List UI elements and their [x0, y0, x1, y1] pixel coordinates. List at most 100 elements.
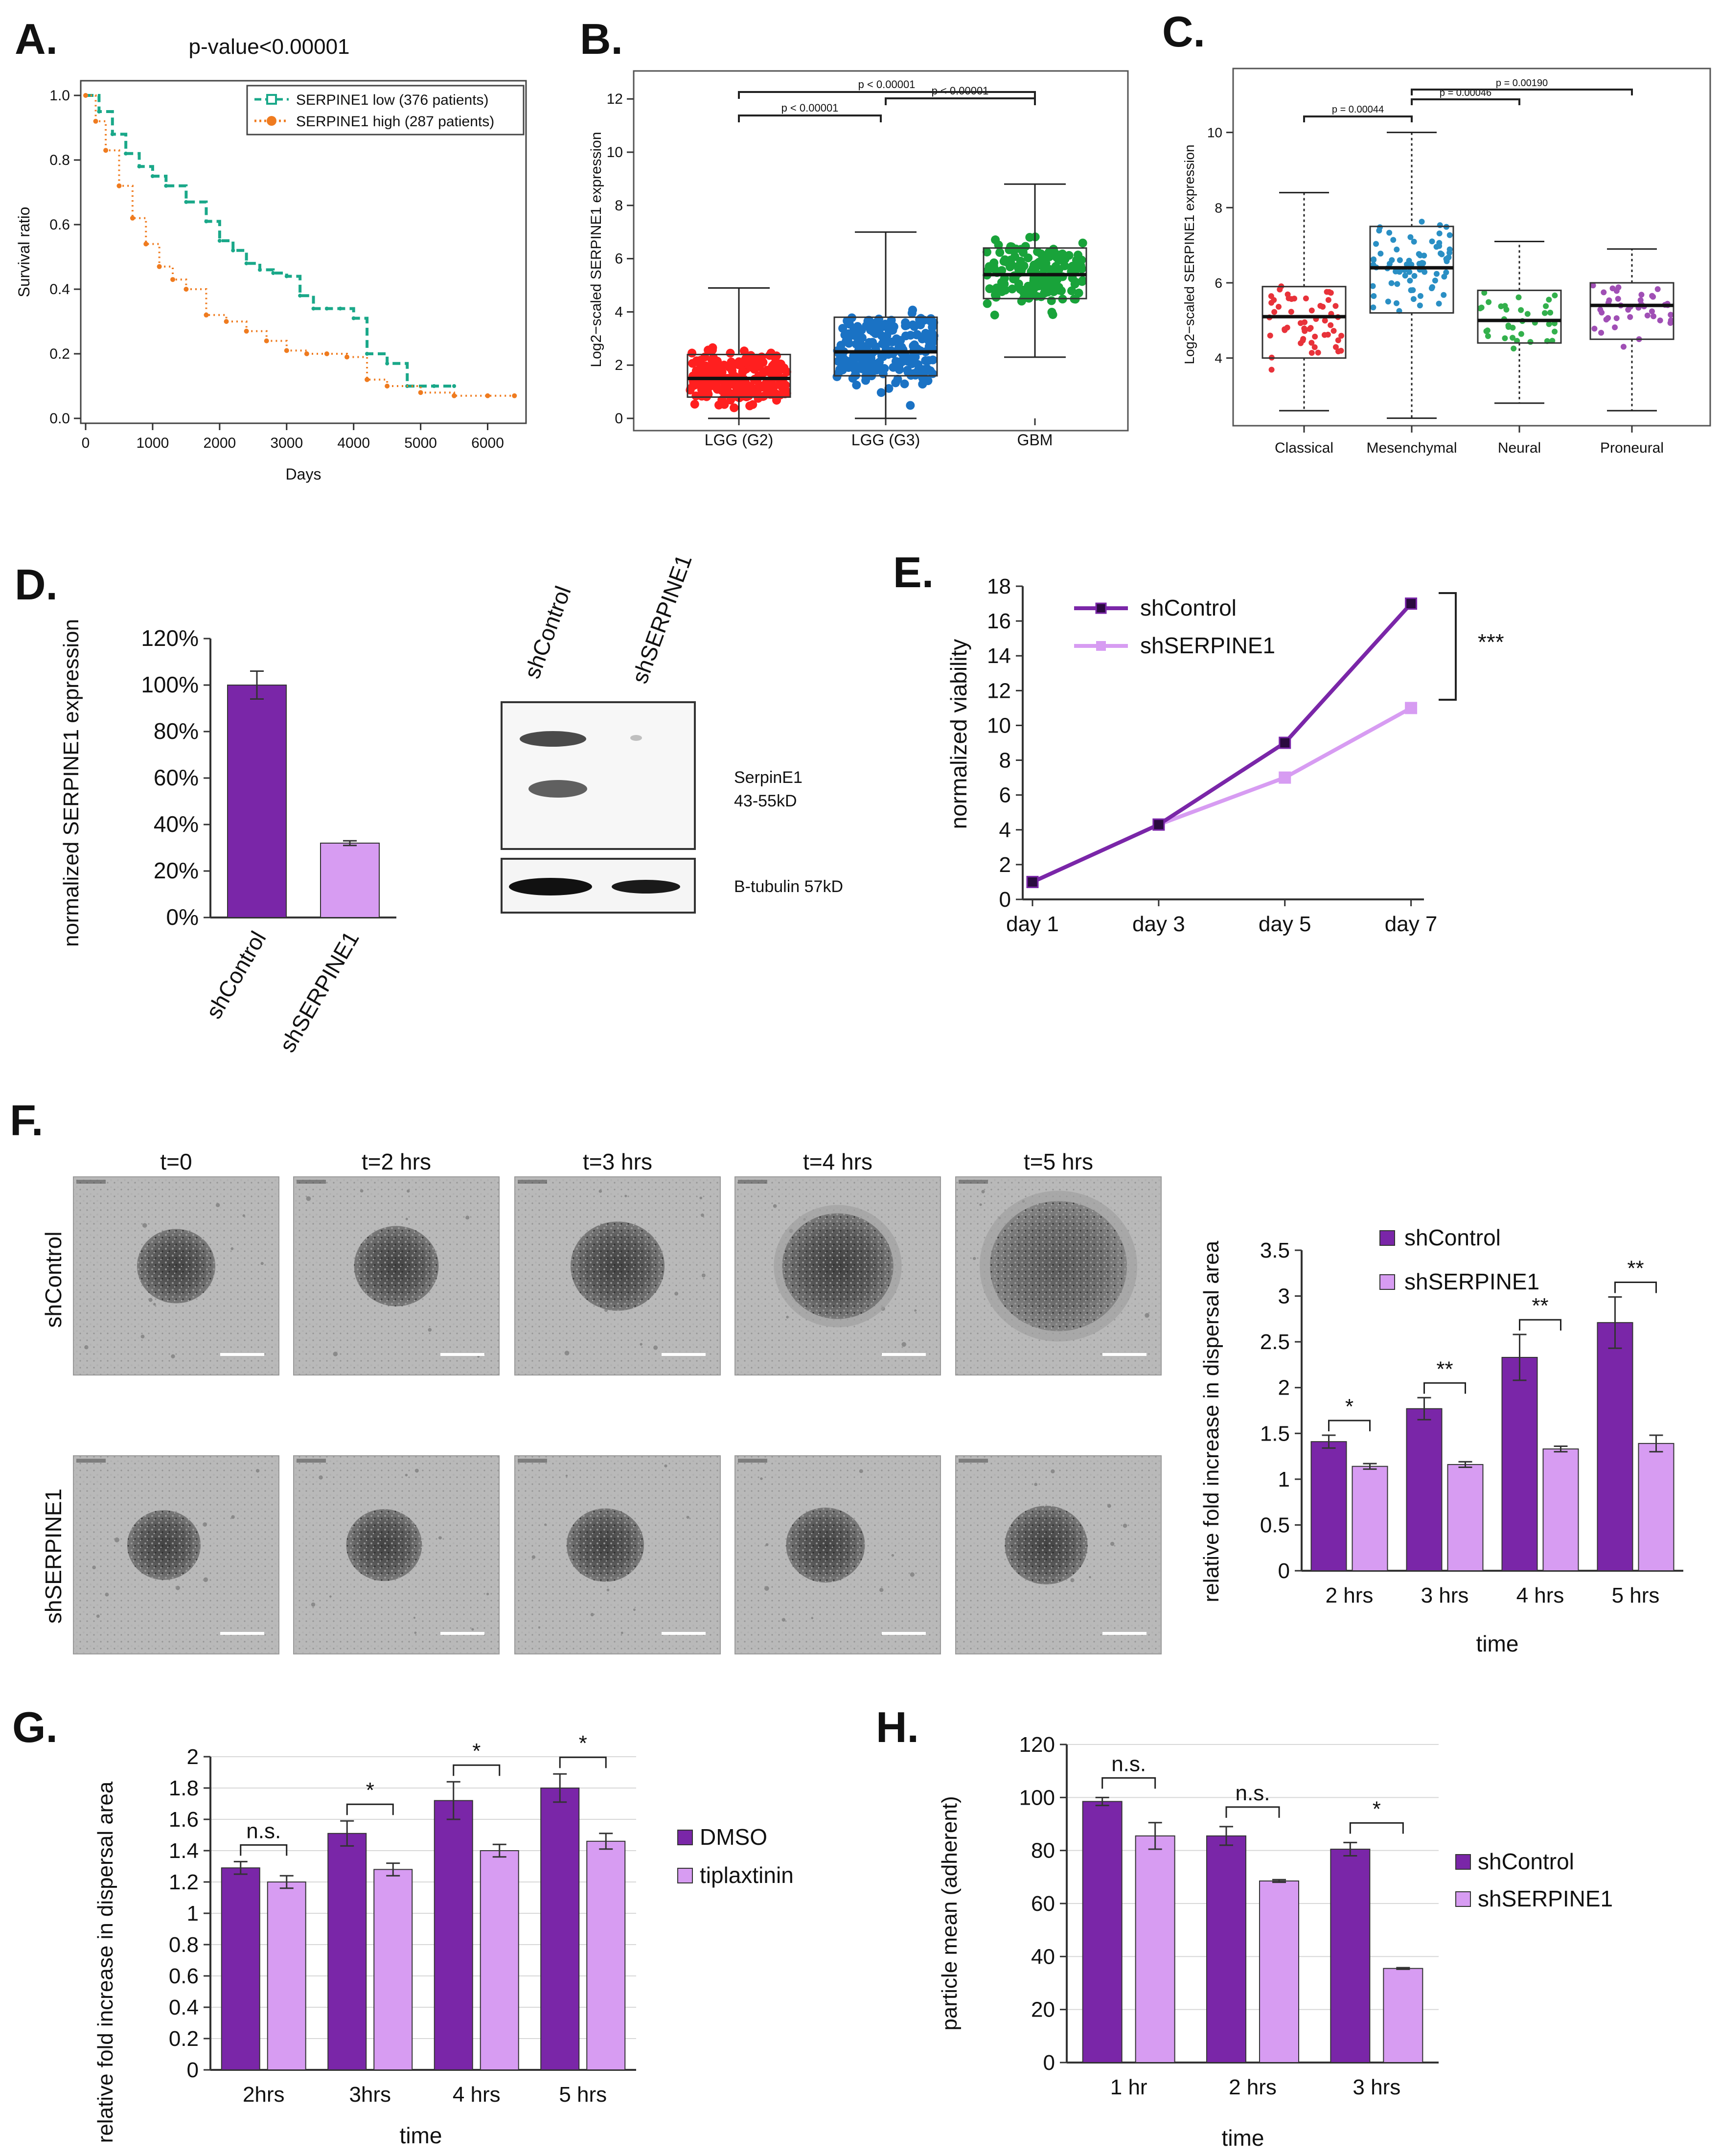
chart-c-point [1657, 317, 1663, 323]
chart-h-bar [1259, 1880, 1299, 2063]
chart-f-bar [1638, 1443, 1674, 1571]
legend-f-shcontrol: shControl [1404, 1225, 1501, 1250]
chart-d-ylabel-text: normalized SERPINE1 expression [59, 619, 83, 947]
chart-c-point [1275, 303, 1282, 310]
chart-b-point [1040, 277, 1050, 286]
chart-c-point [1377, 251, 1384, 257]
panel-label-d: D. [15, 560, 58, 609]
chart-b-point [896, 336, 905, 345]
chart-b-point [712, 357, 722, 366]
chart-a-point [365, 377, 370, 382]
chart-c-point [1437, 222, 1443, 229]
chart-c-point [1267, 332, 1273, 339]
chart-h-bar [1330, 1848, 1371, 2063]
chart-b-point [696, 365, 705, 374]
chart-b-point [1006, 242, 1015, 251]
chart-b-point [863, 317, 872, 326]
chart-c-point [1371, 256, 1377, 262]
chart-f-bar [1542, 1448, 1579, 1572]
micrograph-image [514, 1176, 721, 1376]
chart-g-bar [327, 1833, 367, 2071]
chart-a-xtick: 0 [82, 435, 90, 451]
chart-b-point [911, 370, 920, 380]
chart-b-point [1014, 279, 1023, 289]
chart-g-bracket [453, 1764, 501, 1776]
chart-a-point [244, 328, 249, 334]
chart-c-point [1417, 302, 1423, 309]
chart-g-bar [267, 1881, 306, 2070]
chart-c-point [1370, 304, 1376, 311]
chart-c-point [1376, 224, 1383, 230]
chart-b-annotation-2: p < 0.00001 [932, 85, 989, 97]
chart-a-point [351, 316, 356, 321]
chart-a-point [170, 277, 175, 282]
chart-b-point [894, 365, 904, 374]
micrograph-header: t=5 hrs [1024, 1149, 1093, 1174]
chart-b-ylabel: Log2−scaled SERPINE1 expression [588, 132, 604, 367]
chart-a-ytick: 0.0 [49, 411, 70, 427]
panel-label-h: H. [876, 1703, 919, 1751]
panel-c-boxplot: Log2−scaled SERPINE1 expression 4 6 8 10 Cla… [1182, 68, 1711, 456]
chart-c-point [1307, 326, 1313, 332]
chart-a-point [365, 352, 369, 356]
chart-b-point [900, 379, 909, 389]
chart-b-point [854, 342, 864, 351]
chart-b-point [719, 361, 729, 370]
chart-g-bar [434, 1800, 473, 2071]
chart-b-point [871, 329, 880, 338]
chart-f-category: 3 hrs [1421, 1583, 1469, 1607]
chart-b-point [771, 353, 780, 363]
micrograph-image [293, 1455, 500, 1654]
chart-b-point [727, 357, 736, 367]
chart-e-ytick: 12 [987, 679, 1011, 703]
chart-a-point [204, 219, 208, 224]
chart-c-point [1591, 325, 1598, 332]
chart-b-point [995, 248, 1005, 257]
chart-b-point [928, 355, 938, 365]
micrograph-image [73, 1455, 279, 1654]
chart-c-point [1271, 309, 1278, 315]
chart-f-ytick: 0.5 [1260, 1513, 1290, 1537]
chart-c-point [1518, 331, 1524, 337]
micrograph-image [734, 1176, 941, 1376]
blot-lane-shserpine1: shSERPINE1 [627, 551, 697, 687]
chart-b-point [844, 339, 853, 348]
chart-f-bar [1597, 1322, 1633, 1571]
chart-c-point [1429, 238, 1435, 245]
chart-c-point [1612, 324, 1618, 330]
chart-c-point [1644, 312, 1651, 319]
chart-a-point [264, 338, 269, 344]
panel-e-line-chart: normalized viability 0 2 4 6 8 10 12 14 16 18 day … [946, 574, 1504, 936]
chart-c-point [1330, 328, 1337, 334]
chart-c-point [1338, 333, 1345, 339]
chart-b-point [913, 330, 922, 339]
panel-a-survival-chart: p-value<0.00001 Survival ratio Days 0 100… [15, 35, 527, 483]
chart-f-legend: shControl shSERPINE1 [1379, 1225, 1539, 1294]
chart-b-point [735, 382, 745, 391]
blot-label-serpine1: SerpinE1 [734, 768, 803, 787]
chart-b-point [1048, 310, 1057, 319]
chart-g-ytick: 2 [187, 1745, 199, 1769]
chart-g-bar [373, 1869, 413, 2070]
chart-b-point [759, 368, 768, 377]
legend-e-shserpine1: shSERPINE1 [1140, 633, 1275, 658]
chart-b-ytick: 10 [607, 144, 623, 161]
panel-label-a: A. [15, 15, 58, 63]
chart-e-ytick: 16 [987, 609, 1011, 633]
chart-f-annotation: ** [1627, 1256, 1644, 1280]
chart-a-point [485, 393, 490, 398]
chart-b-point [718, 384, 727, 393]
chart-c-point [1311, 344, 1318, 350]
chart-c-ytick: 8 [1215, 200, 1222, 215]
chart-h-legend: shControl shSERPINE1 [1455, 1849, 1613, 1911]
chart-b-annotation-3: p < 0.00001 [858, 78, 916, 91]
legend-h-shserpine1: shSERPINE1 [1478, 1886, 1613, 1911]
chart-a-xtick: 2000 [203, 435, 236, 451]
chart-c-point [1649, 293, 1655, 299]
chart-c-point [1268, 299, 1275, 306]
chart-f-bracket [1328, 1420, 1371, 1432]
chart-b-point [744, 386, 753, 395]
chart-c-point [1284, 291, 1291, 298]
chart-g-category: 2hrs [243, 2083, 285, 2107]
